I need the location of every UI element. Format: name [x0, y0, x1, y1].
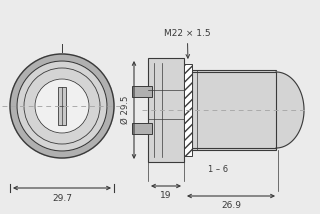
- Bar: [184, 64, 192, 156]
- Bar: [192, 70, 276, 150]
- Text: M22 × 1.5: M22 × 1.5: [164, 29, 211, 58]
- Text: 26.9: 26.9: [221, 201, 241, 210]
- Text: 19: 19: [160, 191, 172, 200]
- Circle shape: [10, 54, 114, 158]
- Bar: [132, 86, 152, 97]
- Bar: [58, 87, 66, 125]
- Polygon shape: [276, 72, 304, 148]
- Bar: [148, 58, 184, 162]
- Text: Ø 29.5: Ø 29.5: [121, 96, 130, 124]
- Bar: [132, 123, 152, 134]
- Text: 29.7: 29.7: [52, 194, 72, 203]
- Circle shape: [24, 68, 100, 144]
- Text: 1 – 6: 1 – 6: [208, 165, 228, 174]
- Circle shape: [17, 61, 107, 151]
- Circle shape: [35, 79, 89, 133]
